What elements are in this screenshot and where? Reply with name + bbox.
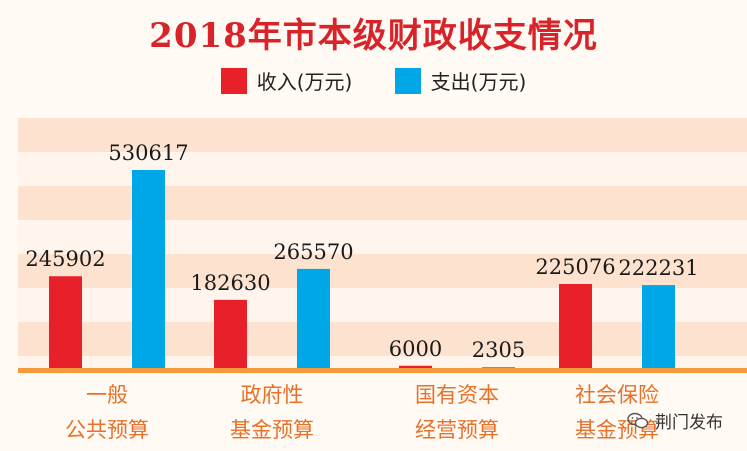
background-band — [18, 118, 747, 152]
background-band — [18, 288, 747, 322]
data-label: 245902 — [25, 247, 105, 271]
background-band — [18, 186, 747, 220]
data-label: 265570 — [273, 240, 353, 264]
watermark-text: 荆门发布 — [655, 413, 723, 433]
background-band — [18, 322, 747, 356]
category-label: 公共预算 — [65, 418, 149, 442]
bar-expense — [482, 367, 515, 368]
category-label: 经营预算 — [415, 418, 499, 442]
data-label: 225076 — [535, 255, 615, 279]
category-label: 基金预算 — [230, 418, 314, 442]
legend-swatch-income — [220, 67, 247, 94]
legend-swatch-expense — [394, 67, 421, 94]
bar-expense — [642, 285, 675, 368]
bar-income — [214, 299, 247, 368]
legend-label-income: 收入(万元) — [256, 70, 353, 94]
data-label: 530617 — [108, 141, 188, 165]
bar-expense — [132, 170, 165, 368]
data-label: 6000 — [389, 337, 442, 361]
legend-label-expense: 支出(万元) — [430, 70, 527, 94]
bar-income — [559, 284, 592, 368]
watermark: 荆门发布 — [627, 408, 723, 433]
chart-legend: 收入(万元) 支出(万元) — [0, 66, 747, 99]
category-label: 国有资本 — [415, 383, 499, 407]
chart-title: 2018年市本级财政收支情况 — [149, 16, 598, 56]
wechat-icon — [627, 412, 649, 428]
category-label: 政府性 — [241, 383, 304, 407]
bar-expense — [297, 268, 330, 368]
category-label: 社会保险 — [575, 383, 659, 407]
data-label: 222231 — [618, 256, 698, 280]
background-band — [18, 220, 747, 254]
x-axis-line — [18, 368, 747, 373]
bar-income — [49, 276, 82, 368]
legend-item-income: 收入(万元) — [220, 66, 353, 95]
category-label: 一般 — [86, 383, 128, 407]
data-label: 182630 — [190, 271, 270, 295]
bar-income — [399, 365, 432, 368]
legend-item-expense: 支出(万元) — [394, 66, 527, 95]
bars — [49, 170, 675, 368]
data-label: 2305 — [472, 338, 525, 362]
background-band — [18, 356, 747, 368]
